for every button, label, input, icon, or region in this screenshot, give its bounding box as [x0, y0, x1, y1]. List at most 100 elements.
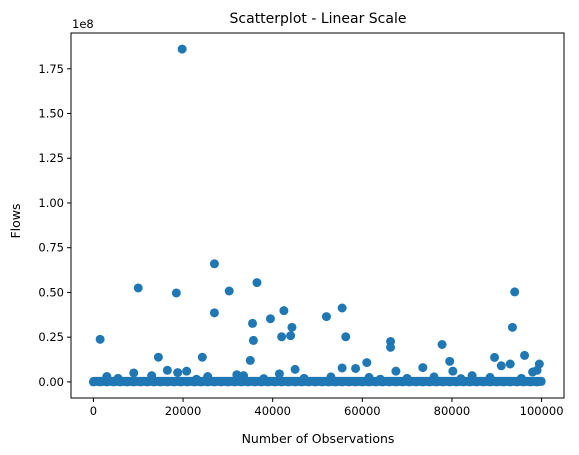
- data-point: [277, 377, 287, 387]
- y-tick-label: 0.50: [38, 285, 64, 299]
- data-point: [270, 377, 280, 387]
- data-point: [472, 377, 482, 387]
- data-point: [321, 312, 331, 322]
- data-point: [283, 377, 293, 387]
- data-point: [341, 332, 351, 342]
- data-point: [290, 364, 300, 374]
- data-point: [445, 377, 455, 387]
- data-point: [232, 370, 242, 380]
- data-point: [122, 377, 132, 387]
- data-point: [171, 288, 181, 298]
- data-point: [445, 356, 455, 366]
- data-point: [197, 352, 207, 362]
- data-point: [259, 374, 269, 384]
- data-point: [429, 372, 439, 382]
- data-point: [496, 361, 506, 371]
- data-point: [245, 355, 255, 365]
- data-point: [438, 377, 448, 387]
- data-point: [252, 278, 262, 288]
- data-point: [375, 374, 385, 384]
- data-point: [310, 377, 320, 387]
- data-point: [317, 377, 327, 387]
- data-point: [351, 377, 361, 387]
- data-point: [337, 377, 347, 387]
- data-point: [364, 372, 374, 382]
- data-point: [326, 372, 336, 382]
- data-point: [456, 374, 466, 384]
- y-tick-label: 1.25: [38, 151, 64, 165]
- data-point: [337, 363, 347, 373]
- y-tick-label: 0.75: [38, 241, 64, 255]
- data-point: [384, 377, 394, 387]
- data-point: [156, 377, 166, 387]
- data-point: [391, 366, 401, 376]
- x-tick-label: 20000: [165, 404, 202, 418]
- data-point: [169, 377, 179, 387]
- data-point: [142, 377, 152, 387]
- data-point: [203, 372, 213, 382]
- data-point: [183, 377, 193, 387]
- data-point: [102, 372, 112, 382]
- data-point: [492, 377, 502, 387]
- y-axis-ticks: 0.00 0.25 0.50 0.75 1.00 1.25 1.50 1.75: [38, 62, 71, 389]
- data-point: [209, 259, 219, 269]
- data-point: [490, 352, 500, 362]
- data-point: [176, 377, 186, 387]
- data-point: [209, 308, 219, 318]
- data-point: [299, 373, 309, 383]
- data-point: [505, 359, 515, 369]
- data-point: [223, 377, 233, 387]
- y-tick-label: 1.00: [38, 196, 64, 210]
- data-point: [357, 377, 367, 387]
- data-point: [391, 377, 401, 387]
- axes-frame: [70, 32, 565, 399]
- data-point: [507, 322, 517, 332]
- data-point: [135, 377, 145, 387]
- data-point: [239, 371, 249, 381]
- data-point: [448, 366, 458, 376]
- data-point: [516, 373, 526, 383]
- data-point: [337, 303, 347, 313]
- data-point: [153, 352, 163, 362]
- data-point: [274, 369, 284, 379]
- y-tick-label: 1.50: [38, 107, 64, 121]
- data-point: [351, 363, 361, 373]
- data-point: [510, 287, 520, 297]
- data-point: [418, 363, 428, 373]
- data-point: [230, 377, 240, 387]
- data-point: [243, 377, 253, 387]
- data-point: [467, 371, 477, 381]
- y-offset-label: 1e8: [72, 17, 94, 31]
- data-point: [485, 372, 495, 382]
- data-point: [362, 358, 372, 368]
- data-point: [88, 377, 98, 387]
- data-point: [287, 322, 297, 332]
- data-point: [95, 377, 105, 387]
- data-point: [162, 377, 172, 387]
- data-point: [177, 44, 187, 54]
- data-point: [224, 286, 234, 296]
- x-tick-label: 40000: [254, 404, 291, 418]
- data-point: [216, 377, 226, 387]
- data-point: [95, 334, 105, 344]
- data-point: [344, 377, 354, 387]
- chart-title: Scatterplot - Linear Scale: [230, 11, 407, 27]
- data-point: [520, 350, 530, 360]
- data-point: [386, 342, 396, 352]
- y-tick-label: 0.25: [38, 330, 64, 344]
- y-tick-label: 0.00: [38, 375, 64, 389]
- plot-area: [88, 44, 546, 387]
- data-point: [528, 367, 538, 377]
- data-point: [525, 377, 535, 387]
- x-axis-ticks: 0 20000 40000 60000 80000 100000: [90, 398, 564, 418]
- data-point: [162, 365, 172, 375]
- y-tick-label: 1.75: [38, 62, 64, 76]
- x-tick-label: 60000: [344, 404, 381, 418]
- data-point: [418, 377, 428, 387]
- data-point: [286, 331, 296, 341]
- data-point: [113, 373, 123, 383]
- data-point: [182, 366, 192, 376]
- data-point: [290, 377, 300, 387]
- data-point: [279, 306, 289, 316]
